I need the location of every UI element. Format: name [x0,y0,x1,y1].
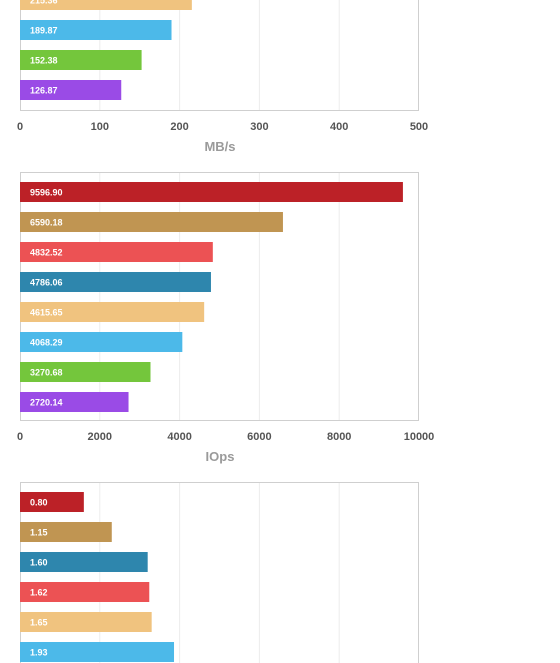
bar-2-4 [20,612,152,632]
x-tick-label-0-2: 200 [170,121,188,133]
plot-frame-0 [20,0,419,111]
bar-value-label-0-3: 126.87 [30,86,58,96]
bar-2-5 [20,642,175,662]
plot-frame-2 [20,482,419,663]
bar-0-1 [20,20,172,40]
bar-value-label-1-3: 4786.06 [30,278,63,288]
x-tick-label-1-2: 4000 [167,431,191,443]
bar-1-7 [20,392,129,412]
x-tick-label-0-4: 400 [330,121,348,133]
x-tick-label-1-0: 0 [17,431,23,443]
bar-value-label-2-4: 1.65 [30,618,48,628]
bar-2-3 [20,582,150,602]
bar-1-5 [20,332,183,352]
bar-value-label-1-2: 4832.52 [30,248,63,258]
bar-1-1 [20,212,283,232]
bar-1-4 [20,302,205,322]
x-axis-title-0: MB/s [204,139,235,154]
bar-1-3 [20,272,211,292]
bar-value-label-2-2: 1.60 [30,558,48,568]
bar-value-label-1-0: 9596.90 [30,188,63,198]
bar-value-label-1-5: 4068.29 [30,338,63,348]
plot-frame-1 [20,172,419,421]
bar-value-label-2-5: 1.93 [30,648,48,658]
x-axis-title-1: IOps [206,449,235,464]
x-tick-label-1-4: 8000 [327,431,351,443]
bar-1-6 [20,362,151,382]
x-tick-label-0-1: 100 [91,121,109,133]
x-tick-label-0-5: 500 [410,121,428,133]
bar-value-label-0-2: 152.38 [30,56,58,66]
bar-value-label-1-1: 6590.18 [30,218,63,228]
bar-2-0 [20,492,84,512]
bar-2-2 [20,552,148,572]
bar-0-0 [20,0,192,10]
bar-0-3 [20,80,122,100]
x-tick-label-0-3: 300 [250,121,268,133]
x-tick-label-0-0: 0 [17,121,23,133]
bar-value-label-1-7: 2720.14 [30,398,63,408]
bar-value-label-0-1: 189.87 [30,26,58,36]
bar-value-label-2-0: 0.80 [30,498,48,508]
x-tick-label-1-3: 6000 [247,431,271,443]
bar-value-label-1-4: 4615.65 [30,308,63,318]
bar-value-label-0-0: 215.36 [30,0,58,6]
x-tick-label-1-1: 2000 [88,431,112,443]
bar-2-1 [20,522,112,542]
bar-1-2 [20,242,213,262]
bar-value-label-2-3: 1.62 [30,588,48,598]
x-tick-label-1-5: 10000 [404,431,435,443]
bar-value-label-1-6: 3270.68 [30,368,63,378]
bar-1-0 [20,182,403,202]
bar-0-2 [20,50,142,70]
bar-value-label-2-1: 1.15 [30,528,48,538]
